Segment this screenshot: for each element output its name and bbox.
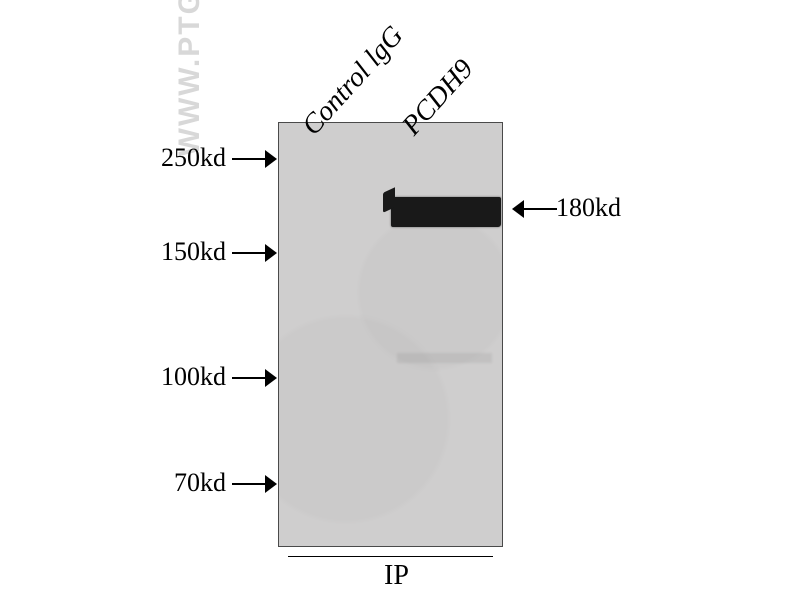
mw-arrow-shaft — [232, 158, 266, 160]
mw-arrow-head — [265, 150, 277, 168]
mw-label: 100kd — [161, 362, 226, 392]
mw-arrow-head — [265, 244, 277, 262]
mw-arrow-head — [265, 475, 277, 493]
watermark: WWW.PTGLAB.COM — [173, 0, 207, 156]
blot-noise — [279, 123, 502, 546]
blot-membrane — [278, 122, 503, 547]
mw-label: 250kd — [161, 143, 226, 173]
mw-label: 150kd — [161, 237, 226, 267]
ip-underline — [288, 556, 493, 557]
mw-arrow-shaft — [232, 483, 266, 485]
target-arrow-shaft — [523, 208, 557, 210]
mw-arrow-shaft — [232, 252, 266, 254]
mw-arrow-shaft — [232, 377, 266, 379]
target-mw-label: 180kd — [556, 193, 621, 223]
mw-arrow-head — [265, 369, 277, 387]
mw-label: 70kd — [174, 468, 226, 498]
ip-label: IP — [384, 560, 409, 592]
band-pcdh9 — [391, 197, 501, 227]
band-faint — [397, 353, 492, 363]
